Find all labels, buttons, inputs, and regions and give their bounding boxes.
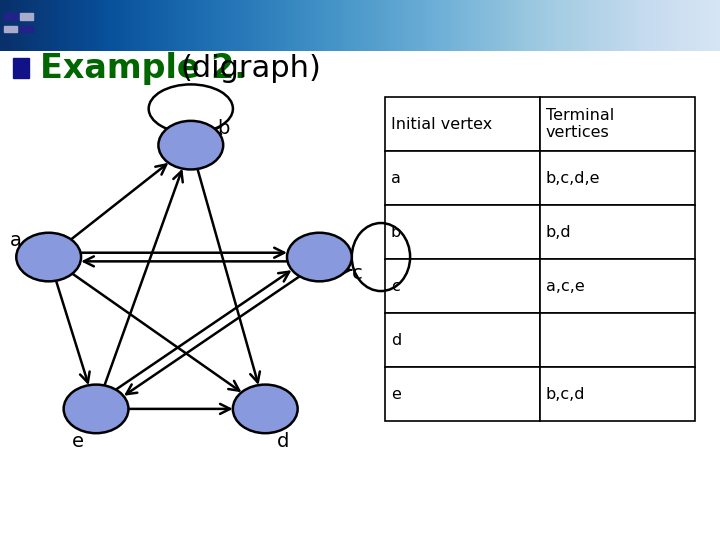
Text: b,d: b,d xyxy=(546,225,572,240)
Bar xyxy=(540,205,695,259)
Ellipse shape xyxy=(287,233,352,281)
Text: d: d xyxy=(391,333,401,348)
Bar xyxy=(20,13,33,20)
Text: b: b xyxy=(391,225,401,240)
Bar xyxy=(540,151,695,205)
Ellipse shape xyxy=(158,121,223,170)
Text: e: e xyxy=(72,432,84,451)
Text: a: a xyxy=(391,171,401,186)
Text: c: c xyxy=(391,279,400,294)
Bar xyxy=(385,97,540,151)
Ellipse shape xyxy=(17,233,81,281)
Text: c: c xyxy=(351,264,362,283)
Bar xyxy=(540,367,695,421)
Text: a: a xyxy=(10,231,22,251)
Text: b: b xyxy=(217,119,230,138)
Bar xyxy=(385,151,540,205)
Text: e: e xyxy=(391,387,401,402)
Text: Example 2.: Example 2. xyxy=(40,51,246,85)
Text: a,c,e: a,c,e xyxy=(546,279,585,294)
Ellipse shape xyxy=(233,384,297,433)
Text: Initial vertex: Initial vertex xyxy=(391,117,492,132)
Bar xyxy=(20,25,33,32)
Text: (digraph): (digraph) xyxy=(180,53,321,83)
Bar xyxy=(385,367,540,421)
Bar xyxy=(540,259,695,313)
Bar xyxy=(13,58,29,78)
Bar xyxy=(385,313,540,367)
Bar xyxy=(385,205,540,259)
Text: Terminal
vertices: Terminal vertices xyxy=(546,108,614,140)
Text: d: d xyxy=(277,432,289,451)
Text: b,c,d,e: b,c,d,e xyxy=(546,171,600,186)
Bar xyxy=(540,97,695,151)
Bar xyxy=(4,25,17,32)
Bar xyxy=(4,13,17,20)
Bar xyxy=(540,313,695,367)
Bar xyxy=(385,259,540,313)
Ellipse shape xyxy=(63,384,128,433)
Text: b,c,d: b,c,d xyxy=(546,387,585,402)
